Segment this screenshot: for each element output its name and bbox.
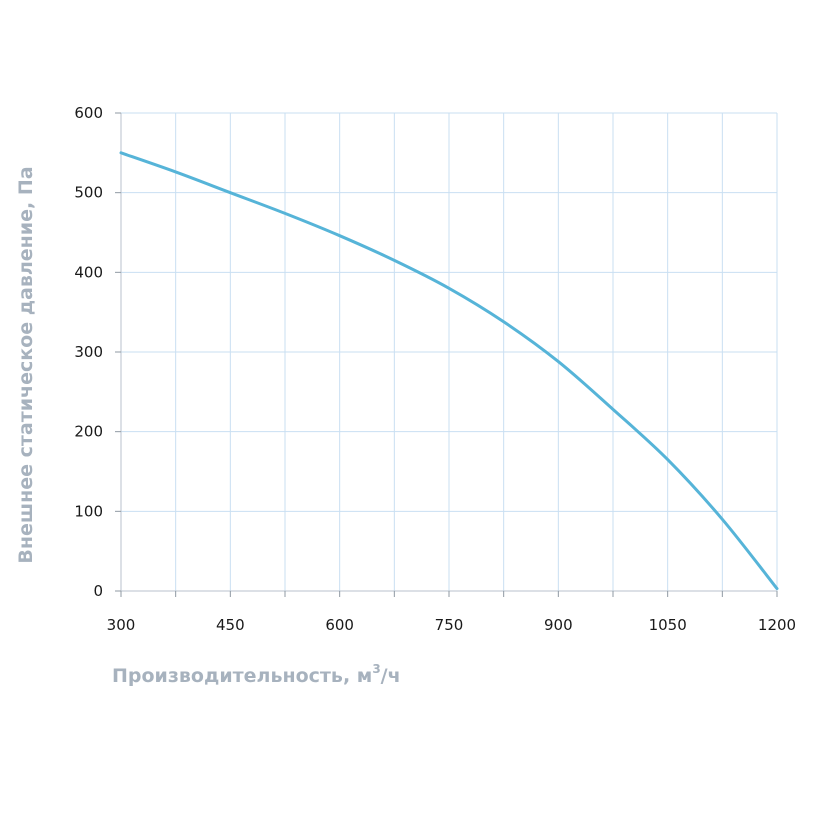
- x-tick-label: 900: [544, 616, 573, 634]
- chart-axes: [115, 112, 778, 597]
- y-tick-label: 400: [74, 263, 103, 281]
- x-tick-label: 300: [107, 616, 136, 634]
- y-tick-label: 100: [74, 502, 103, 520]
- x-tick-label: 600: [325, 616, 354, 634]
- x-tick-label: 1050: [649, 616, 687, 634]
- chart-series: [119, 151, 779, 591]
- pressure-curve-line: [119, 151, 779, 591]
- y-tick-label: 0: [93, 582, 103, 600]
- x-axis-title-suffix: /ч: [381, 665, 401, 687]
- y-tick-label: 500: [74, 184, 103, 202]
- y-tick-label: 200: [74, 423, 103, 441]
- x-axis-title-main: Производительность, м: [112, 665, 372, 687]
- y-tick-label: 300: [74, 343, 103, 361]
- x-tick-label: 750: [435, 616, 464, 634]
- x-axis-tick-labels: 300 450 600 750 900 1050 1200: [107, 616, 796, 634]
- x-tick-label: 1200: [758, 616, 796, 634]
- y-axis-tick-labels: 0 100 200 300 400 500 600: [74, 104, 103, 600]
- x-axis-title-superscript: 3: [372, 662, 380, 676]
- x-axis-title: Производительность, м3/ч: [112, 662, 401, 687]
- chart-grid: [121, 112, 778, 591]
- y-tick-label: 600: [74, 104, 103, 122]
- y-axis-title: Внешнее статическое давление, Па: [15, 166, 37, 563]
- x-tick-label: 450: [216, 616, 245, 634]
